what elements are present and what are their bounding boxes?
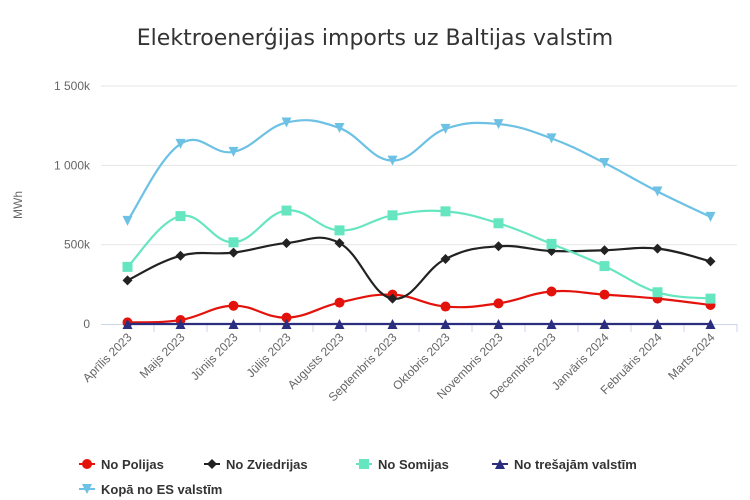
data-point [387, 319, 398, 329]
x-tick-label: Aprīlis 2023 [80, 330, 135, 385]
data-point [387, 293, 398, 304]
legend-marker [82, 484, 92, 494]
data-point [599, 319, 610, 329]
series-line-2 [126, 236, 712, 300]
chart-title: Elektroenerģijas imports uz Baltijas val… [136, 26, 614, 51]
legend-marker [359, 459, 369, 469]
x-tick-label: Maijs 2023 [137, 330, 188, 381]
data-point [705, 319, 716, 329]
data-point [652, 243, 663, 254]
data-point [334, 225, 345, 236]
x-tick-label: Jūnijs 2023 [188, 330, 241, 383]
data-point [175, 138, 186, 149]
data-point [175, 319, 186, 329]
data-point [599, 261, 610, 272]
data-point [440, 123, 451, 134]
data-point [599, 289, 610, 300]
data-point [652, 319, 663, 329]
data-point [228, 319, 239, 329]
data-point [281, 312, 292, 323]
data-point [440, 301, 451, 312]
data-point [175, 250, 186, 261]
series-line-1 [126, 289, 712, 324]
legend-item[interactable]: No Polijas [101, 457, 164, 472]
data-point [281, 319, 292, 329]
y-tick-label: 0 [83, 317, 90, 331]
data-point [228, 146, 239, 157]
legend-item[interactable]: No Somijas [378, 457, 449, 472]
data-point [334, 319, 345, 329]
data-point [705, 256, 716, 267]
data-point [652, 287, 663, 298]
data-point [281, 117, 292, 128]
y-tick-label: 1 000k [54, 158, 91, 172]
y-axis-label: MWh [11, 191, 25, 219]
x-tick-label: Jūlijs 2023 [244, 330, 294, 380]
data-point [652, 186, 663, 197]
data-point [493, 298, 504, 309]
data-point [599, 245, 610, 256]
y-tick-label: 1 500k [54, 79, 91, 93]
data-point [493, 319, 504, 329]
data-point [546, 319, 557, 329]
data-point [493, 119, 504, 130]
legend-marker [495, 459, 505, 469]
data-point [228, 237, 239, 248]
data-point [122, 319, 133, 329]
data-point [440, 319, 451, 329]
data-point [440, 253, 451, 264]
data-point [705, 293, 716, 304]
data-point [546, 286, 557, 297]
data-point [493, 241, 504, 252]
legend-item[interactable]: No trešajām valstīm [514, 457, 637, 472]
data-point [175, 211, 186, 222]
data-point [599, 157, 610, 168]
x-tick-label: Marts 2024 [665, 330, 718, 383]
data-point [334, 238, 345, 249]
series-line-5 [126, 119, 712, 222]
data-point [228, 247, 239, 258]
legend-marker [82, 459, 92, 469]
data-point [546, 238, 557, 249]
data-point [281, 205, 292, 216]
legend-item[interactable]: No Zviedrijas [226, 457, 308, 472]
data-point [387, 155, 398, 166]
data-point [122, 215, 133, 226]
data-point [546, 133, 557, 144]
data-point [440, 206, 451, 217]
data-point [122, 275, 133, 286]
data-point [228, 300, 239, 311]
data-point [387, 210, 398, 221]
data-point [334, 297, 345, 308]
legend-item[interactable]: Kopā no ES valstīm [101, 482, 222, 497]
data-point [334, 123, 345, 134]
y-tick-label: 500k [64, 238, 91, 252]
data-point [122, 261, 133, 272]
data-point [705, 211, 716, 222]
data-point [281, 238, 292, 249]
data-point [493, 218, 504, 229]
legend-marker [207, 459, 217, 469]
